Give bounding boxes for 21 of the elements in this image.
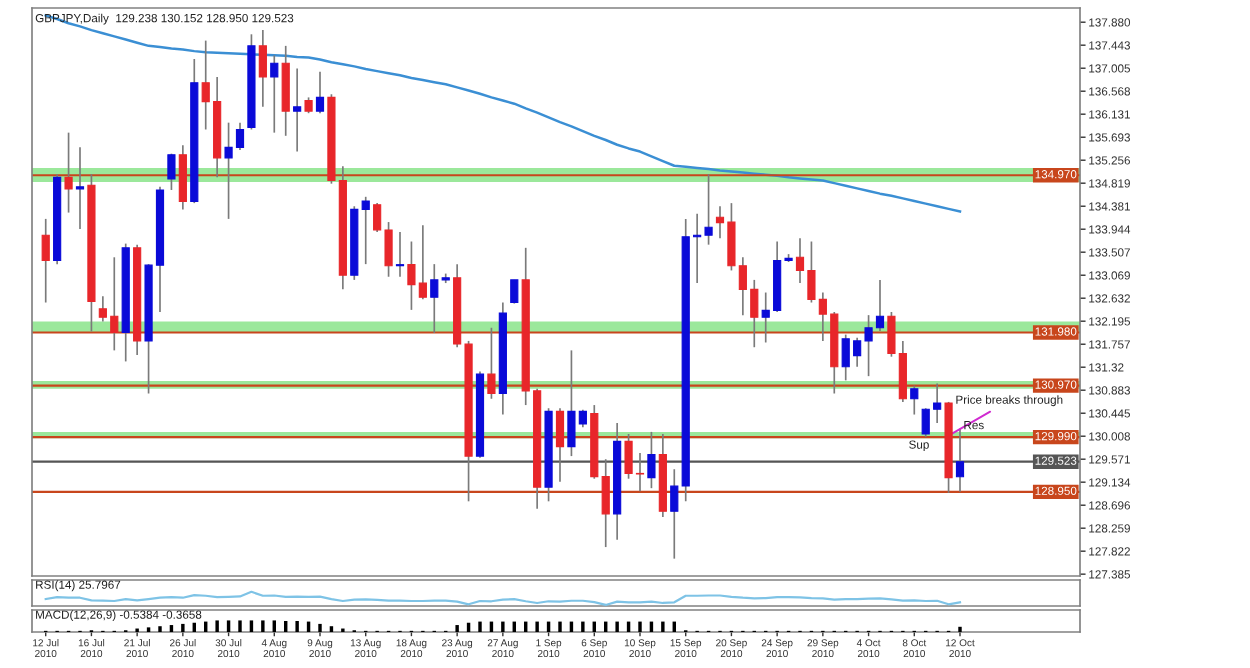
candlestick (395, 231, 405, 278)
candlestick (487, 326, 496, 400)
candlestick (361, 195, 370, 265)
candlestick (178, 144, 187, 211)
candlestick (910, 384, 919, 416)
candlestick (270, 54, 279, 134)
candlestick (64, 131, 73, 214)
candlestick (647, 431, 656, 490)
candlestick (167, 152, 176, 191)
candlestick (258, 29, 267, 108)
candlestick (315, 70, 325, 115)
candlestick (955, 427, 965, 493)
candlestick (281, 45, 290, 137)
candlestick (41, 218, 50, 304)
candlestick (510, 279, 519, 305)
candlestick (430, 263, 439, 334)
candlestick (601, 458, 610, 548)
candlestick (670, 468, 679, 560)
candlestick (293, 67, 302, 153)
candlestick (75, 146, 85, 230)
candlestick (555, 407, 565, 483)
